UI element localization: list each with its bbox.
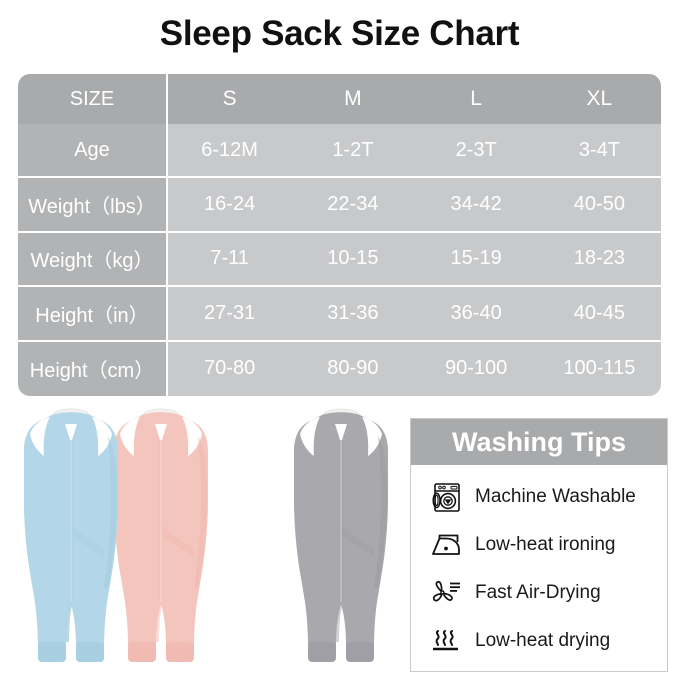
bottom-section: Washing Tips [0,404,679,679]
tip-label-fast-air-drying: Fast Air-Drying [475,582,601,603]
cell-weight-lbs-xl: 40-50 [573,193,625,216]
tip-label-machine-washable: Machine Washable [475,486,636,507]
column-header-xl: XL [586,87,613,110]
sleep-sack-blue [12,406,130,674]
cell-weight-lbs-l: 34-42 [450,193,502,216]
table-row: Height（cm） 70-80 80-90 90-100 100-115 [18,341,661,396]
cell-weight-lbs-s: 16-24 [204,193,256,216]
washing-tips-card: Washing Tips [410,418,668,672]
cell-weight-kg-xl: 18-23 [573,247,625,270]
row-label-height-in: Height（in） [18,287,168,342]
row-values-weight-lbs: 16-24 22-34 34-42 40-50 [168,178,661,233]
table-row: Weight（kg） 7-11 10-15 15-19 18-23 [18,232,661,288]
row-values-height-cm: 70-80 80-90 90-100 100-115 [168,341,661,396]
table-header-row: SIZE S M L XL [18,74,661,124]
table-header-cells: S M L XL [168,74,661,124]
row-values-height-in: 27-31 31-36 36-40 40-45 [168,287,661,342]
row-label-height-cm: Height（cm） [18,341,168,396]
cell-height-cm-xl: 100-115 [563,357,636,380]
cell-age-l: 2-3T [455,138,497,161]
list-item: Machine Washable [425,473,667,521]
column-header-m: M [344,87,362,110]
row-label-weight-kg: Weight（kg） [18,232,168,288]
heat-waves-icon [425,626,467,656]
cell-weight-kg-m: 10-15 [327,247,379,270]
cell-age-s: 6-12M [201,138,258,161]
cell-height-cm-s: 70-80 [204,357,256,380]
washing-machine-icon [425,480,467,514]
product-images [12,406,397,678]
cell-weight-kg-l: 15-19 [450,247,502,270]
cell-age-xl: 3-4T [578,138,620,161]
column-header-s: S [222,87,237,110]
sleep-sack-gray [282,406,400,674]
cell-weight-lbs-m: 22-34 [327,193,379,216]
cell-height-cm-l: 90-100 [444,357,508,380]
tip-label-low-heat-drying: Low-heat drying [475,630,611,651]
size-table: SIZE S M L XL Age 6-12M 1-2T 2-3T 3-4T W… [18,74,661,396]
row-values-age: 6-12M 1-2T 2-3T 3-4T [168,124,661,179]
list-item: Fast Air-Drying [425,569,667,617]
sleep-sack-pink [102,406,220,674]
cell-age-m: 1-2T [332,138,374,161]
washing-tips-header: Washing Tips [411,419,667,465]
cell-height-in-l: 36-40 [450,301,502,324]
cell-height-in-s: 27-31 [204,301,256,324]
table-corner-label: SIZE [18,74,168,124]
washing-tips-list: Machine Washable Low-heat ironing [411,465,667,665]
cell-height-cm-m: 80-90 [327,357,379,380]
table-row: Age 6-12M 1-2T 2-3T 3-4T [18,124,661,179]
table-row: Height（in） 27-31 31-36 36-40 40-45 [18,287,661,342]
row-label-weight-lbs: Weight（lbs） [18,178,168,233]
cell-weight-kg-s: 7-11 [210,247,249,270]
cell-height-in-m: 31-36 [327,301,379,324]
table-row: Weight（lbs） 16-24 22-34 34-42 40-50 [18,178,661,233]
row-label-age: Age [18,124,168,179]
tip-label-low-heat-ironing: Low-heat ironing [475,534,616,555]
iron-low-heat-icon [425,530,467,560]
fan-air-dry-icon [425,577,467,609]
cell-height-in-xl: 40-45 [573,301,625,324]
column-header-l: L [470,87,482,110]
row-values-weight-kg: 7-11 10-15 15-19 18-23 [168,232,661,288]
list-item: Low-heat drying [425,617,667,665]
page-title: Sleep Sack Size Chart [159,14,520,53]
list-item: Low-heat ironing [425,521,667,569]
